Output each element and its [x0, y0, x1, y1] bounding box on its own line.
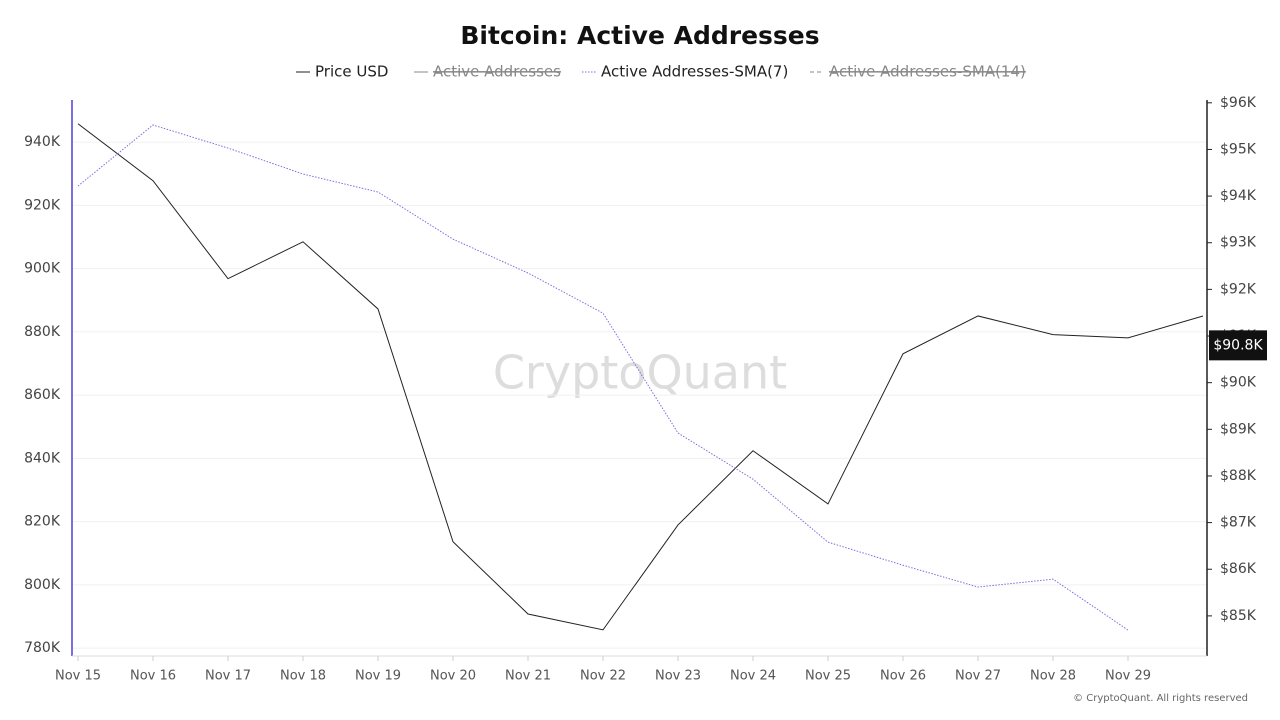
x-tick-label: Nov 20 [430, 669, 476, 684]
y2-tick-label: $86K [1220, 561, 1257, 577]
y2-tick-label: $95K [1220, 141, 1257, 157]
y-tick-label: 900K [24, 261, 61, 277]
x-tick-label: Nov 19 [355, 669, 401, 684]
y-tick-label: 940K [24, 134, 61, 150]
x-tick-label: Nov 29 [1105, 669, 1151, 684]
y2-tick-label: $90K [1220, 375, 1257, 391]
x-tick-label: Nov 16 [130, 669, 176, 684]
y2-tick-label: $94K [1220, 188, 1257, 204]
x-tick-label: Nov 27 [955, 669, 1001, 684]
chart-title: Bitcoin: Active Addresses [460, 21, 819, 50]
x-tick-label: Nov 23 [655, 669, 701, 684]
price-badge-label: $90.8K [1213, 337, 1263, 353]
y-tick-label: 880K [24, 324, 61, 340]
x-tick-label: Nov 22 [580, 669, 626, 684]
series-line [77, 124, 1129, 631]
footer: © CryptoQuant. All rights reserved [1073, 693, 1248, 704]
x-tick-label: Nov 21 [505, 669, 551, 684]
y-tick-label: 780K [24, 640, 61, 656]
y2-tick-label: $87K [1220, 515, 1257, 531]
x-tick-label: Nov 17 [205, 669, 251, 684]
y2-tick-label: $89K [1220, 421, 1257, 437]
legend-label: Active Addresses [433, 63, 561, 81]
x-tick-label: Nov 26 [880, 669, 926, 684]
legend-label: Price USD [315, 63, 388, 81]
y2-tick-label: $92K [1220, 281, 1257, 297]
y-tick-label: 820K [24, 514, 61, 530]
price-badge [1209, 330, 1267, 361]
x-tick-label: Nov 28 [1030, 669, 1076, 684]
y-tick-label: 920K [24, 197, 61, 213]
legend-label: Active Addresses-SMA(14) [829, 63, 1026, 81]
x-tick-label: Nov 15 [55, 669, 101, 684]
y-tick-label: 840K [24, 450, 61, 466]
x-tick-label: Nov 18 [280, 669, 326, 684]
y2-tick-label: $88K [1220, 468, 1257, 484]
y2-tick-label: $96K [1220, 95, 1257, 111]
y-tick-label: 800K [24, 577, 61, 593]
x-tick-label: Nov 25 [805, 669, 851, 684]
legend-label: Active Addresses-SMA(7) [601, 63, 788, 81]
series-line [77, 123, 1204, 631]
x-tick-label: Nov 24 [730, 669, 776, 684]
y2-tick-label: $93K [1220, 235, 1257, 251]
y-tick-label: 860K [24, 387, 61, 403]
y2-tick-label: $85K [1220, 608, 1257, 624]
